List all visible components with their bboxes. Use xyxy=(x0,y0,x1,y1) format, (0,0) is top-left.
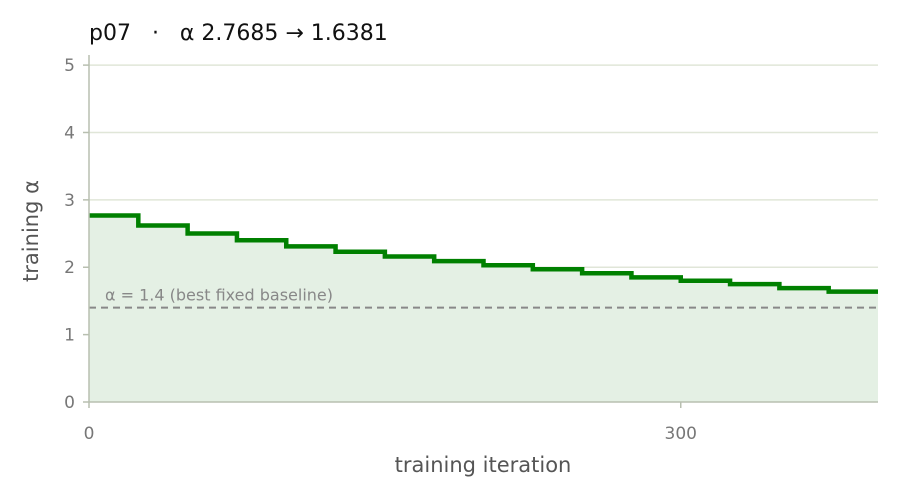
x-tick-label: 300 xyxy=(665,424,697,444)
y-tick-label: 4 xyxy=(64,123,75,143)
y-tick-label: 1 xyxy=(64,326,75,346)
y-axis-label: training α xyxy=(19,180,43,282)
area-under-curve xyxy=(89,215,878,402)
axes xyxy=(88,55,878,403)
alpha-step-series xyxy=(89,213,878,294)
x-axis-label: training iteration xyxy=(395,453,572,477)
y-tick-label: 3 xyxy=(64,191,75,211)
y-tick-label: 2 xyxy=(64,258,75,278)
chart-title: p07 · α 2.7685 → 1.6381 xyxy=(89,21,388,46)
y-tick-label: 5 xyxy=(64,56,75,76)
x-ticks: 0 300 xyxy=(84,402,697,444)
x-tick-label: 0 xyxy=(84,424,95,444)
baseline-label: α = 1.4 (best fixed baseline) xyxy=(105,286,333,305)
y-tick-label: 0 xyxy=(64,393,75,413)
y-ticks: 0 1 2 3 4 5 xyxy=(64,56,89,413)
